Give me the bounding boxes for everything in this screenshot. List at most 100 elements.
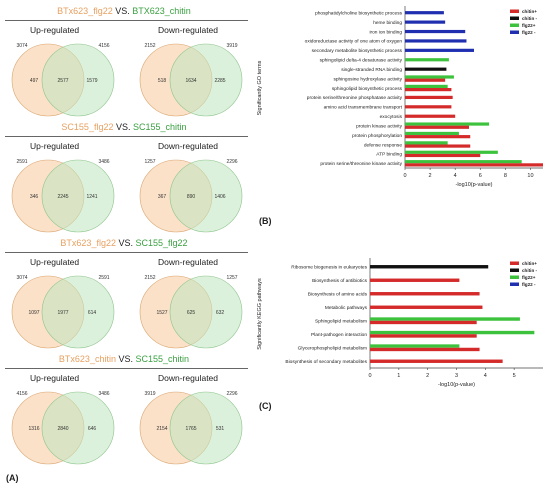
comparison-left: BTx623_chitin	[58, 354, 116, 364]
bar	[370, 359, 503, 363]
bar	[405, 20, 446, 24]
legend-swatch	[510, 275, 519, 279]
venn-diagram-down	[139, 159, 243, 233]
venn-count: 632	[215, 310, 225, 316]
venn-count: 2245	[57, 194, 69, 200]
venn-circle-right	[169, 43, 243, 117]
venn-count: 2296	[226, 391, 238, 397]
y-axis-label: Significantly KEGG pathways	[257, 278, 263, 350]
x-tick-label: 1	[397, 373, 400, 379]
x-axis-label: -log10(p-value)	[456, 182, 493, 188]
x-tick-label: 4	[484, 373, 487, 379]
legend-label: flg22 -	[522, 282, 536, 287]
venn-count: 646	[87, 426, 97, 432]
venn-circle-right	[41, 391, 115, 465]
category-label: heme binding	[373, 20, 402, 26]
venn-count: 531	[215, 426, 225, 432]
category-label: protein kinase activity	[356, 123, 402, 129]
x-tick-label: 8	[504, 173, 507, 179]
bar	[370, 278, 460, 282]
venn-count: 518	[157, 78, 167, 84]
comparison-right: SC155_chitin	[135, 354, 190, 364]
venn-circle-right	[169, 159, 243, 233]
venn-count: 1765	[185, 426, 197, 432]
venn-count: 1241	[86, 194, 98, 200]
venn-count: 3074	[16, 275, 28, 281]
legend-label: chitin -	[522, 268, 538, 273]
comparison-left: BTx623_flg22	[57, 6, 113, 16]
venn-count: 497	[29, 78, 39, 84]
venn-count: 3486	[98, 391, 110, 397]
x-tick-label: 2	[429, 173, 432, 179]
legend-label: flg22 -	[522, 30, 536, 35]
bar	[405, 48, 474, 52]
legend-label: chitin+	[522, 261, 537, 266]
x-tick-label: 4	[454, 173, 457, 179]
comparison-left: SC155_flg22	[61, 122, 114, 132]
category-label: protein phosphorylation	[352, 133, 402, 139]
legend-swatch	[510, 261, 519, 265]
x-axis-label: -log10(p-value)	[438, 382, 475, 388]
legend-swatch	[510, 30, 519, 34]
bar	[405, 84, 448, 88]
venn-diagram-down	[139, 275, 243, 349]
panel-b-label: (B)	[259, 216, 272, 226]
down-regulated-label: Down-regulated	[158, 141, 219, 151]
category-label: protein serine/threonine phosphatase act…	[307, 95, 403, 101]
comparison-title: BTx623_chitin VS. SC155_chitin	[0, 354, 248, 364]
comparison-title: SC155_flg22 VS. SC155_chitin	[0, 122, 248, 132]
bar	[370, 317, 520, 321]
y-axis-label: Significantly GO terms	[257, 60, 263, 115]
category-label: ATP binding	[376, 152, 402, 158]
legend-swatch	[510, 23, 519, 27]
bar	[405, 88, 452, 92]
bar	[405, 95, 453, 100]
down-regulated-label: Down-regulated	[158, 25, 219, 35]
comparison-vs: VS.	[115, 6, 130, 16]
comparison-left: BTx623_flg22	[60, 238, 116, 248]
comparison-right: BTX623_chitin	[132, 6, 191, 16]
venn-count: 614	[87, 310, 97, 316]
up-regulated-label: Up-regulated	[30, 373, 80, 383]
divider-line	[5, 252, 248, 253]
venn-count: 2577	[57, 78, 69, 84]
venn-circle-right	[41, 275, 115, 349]
venn-count: 1316	[28, 426, 40, 432]
down-regulated-label: Down-regulated	[158, 257, 219, 267]
venn-count: 1579	[86, 78, 98, 84]
panel-c-label: (C)	[259, 401, 272, 411]
bar	[405, 160, 522, 164]
category-label: Plant-pathogen interaction	[311, 332, 367, 338]
category-label: phosphatidylcholine biosynthetic process	[315, 11, 403, 17]
category-label: exocytosis	[380, 114, 403, 120]
category-label: Ribosome biogenesis in eukaryotes	[291, 265, 367, 271]
category-label: defense response	[364, 142, 402, 148]
venn-count: 2152	[144, 275, 156, 281]
legend-swatch	[510, 9, 519, 13]
bar	[405, 122, 490, 126]
venn-diagram-up	[11, 275, 115, 349]
comparison-right: SC155_chitin	[133, 122, 187, 132]
venn-count: 3919	[226, 43, 238, 49]
bar	[405, 144, 471, 148]
venn-count: 4156	[16, 391, 28, 397]
bar	[405, 114, 456, 118]
up-regulated-label: Up-regulated	[30, 257, 80, 267]
venn-count: 1257	[226, 275, 238, 281]
category-label: amino acid transmembrane transport	[324, 105, 403, 111]
venn-count: 3074	[16, 43, 28, 49]
category-label: Glycerophospholipid metabolism	[298, 346, 367, 352]
legend-label: flg22+	[522, 23, 536, 28]
venn-count: 2154	[156, 426, 168, 432]
venn-circle-right	[169, 275, 243, 349]
venn-count: 2591	[98, 275, 110, 281]
x-tick-label: 2	[426, 373, 429, 379]
bar	[370, 334, 477, 338]
category-label: single-stranded RNA binding	[341, 67, 402, 73]
bar	[405, 11, 444, 15]
bar	[405, 58, 449, 62]
legend-swatch	[510, 16, 519, 20]
venn-count: 625	[186, 310, 196, 316]
category-label: secondary metabolite biosynthetic proces…	[312, 48, 403, 54]
bar	[405, 105, 452, 109]
